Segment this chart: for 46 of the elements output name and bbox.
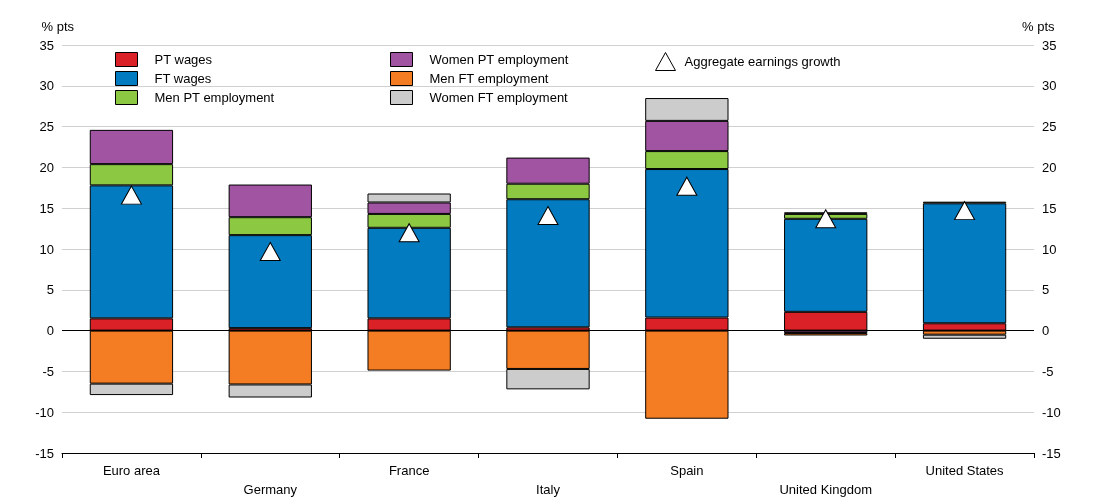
- x-tick-label: Italy: [536, 482, 561, 497]
- y-axis-title: % pts: [41, 19, 75, 34]
- x-tick-label: Germany: [243, 482, 298, 497]
- x-tick-label: Spain: [670, 463, 704, 478]
- y2-tick-label: 0: [1042, 323, 1050, 339]
- x-tick-label: United States: [925, 463, 1005, 478]
- point: [259, 241, 281, 261]
- y2-tick-label: 25: [1042, 119, 1057, 135]
- point: [398, 223, 420, 243]
- y2-tick-label: 15: [1042, 200, 1057, 216]
- y2-tick-label: -5: [1042, 363, 1054, 379]
- y-tick-label: 5: [46, 282, 54, 298]
- bar: [922, 334, 1007, 339]
- legend-label: Women FT employment: [429, 90, 569, 105]
- y-tick-label: 10: [39, 241, 54, 257]
- y-tick-label: -5: [42, 363, 54, 379]
- y2-tick-label: 35: [1042, 37, 1057, 53]
- point: [676, 176, 698, 196]
- x-tick-label: France: [388, 463, 430, 478]
- y2-tick-label: 5: [1042, 282, 1050, 298]
- y-tick-label: -10: [35, 404, 54, 420]
- y2-tick-label: 10: [1042, 241, 1057, 257]
- y-tick-label: 15: [39, 200, 54, 216]
- legend-label: Aggregate earnings growth: [684, 54, 841, 69]
- x-tick-label: Euro area: [102, 463, 161, 478]
- y2-axis-title: % pts: [1022, 19, 1056, 34]
- y-tick-label: 0: [46, 323, 54, 339]
- point: [815, 209, 837, 229]
- point: [537, 206, 559, 226]
- legend-label: Women PT employment: [429, 52, 569, 67]
- y2-tick-label: 20: [1042, 159, 1057, 175]
- legend-label: Men PT employment: [154, 90, 275, 105]
- y-tick-label: 35: [39, 37, 54, 53]
- legend-label: PT wages: [154, 52, 213, 67]
- y2-tick-label: -10: [1042, 404, 1061, 420]
- y2-tick-label: 30: [1042, 78, 1057, 94]
- y-tick-label: 25: [39, 119, 54, 135]
- y-tick-label: 30: [39, 78, 54, 94]
- point: [954, 201, 976, 221]
- y2-tick-label: -15: [1042, 445, 1061, 461]
- legend-label: Men FT employment: [429, 71, 549, 86]
- y-tick-label: -15: [35, 445, 54, 461]
- legend-label: FT wages: [154, 71, 212, 86]
- x-tick-label: United Kingdom: [779, 482, 872, 497]
- y-tick-label: 20: [39, 159, 54, 175]
- point: [120, 185, 142, 205]
